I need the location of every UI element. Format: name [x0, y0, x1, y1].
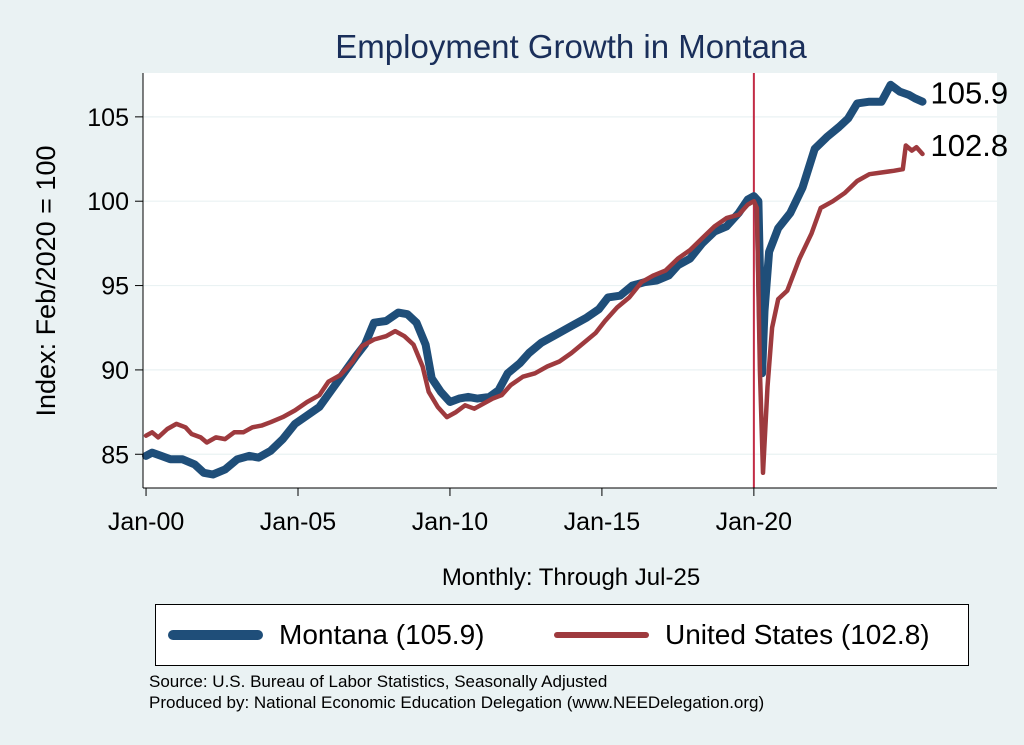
x-ticks: Jan-00 Jan-05 Jan-10 Jan-15 Jan-20: [108, 488, 792, 536]
legend-label-united-states: United States (102.8): [665, 619, 930, 650]
x-tick-label: Jan-20: [716, 508, 792, 536]
x-tick-label: Jan-15: [564, 508, 640, 536]
y-tick-label: 105: [87, 104, 129, 132]
series-group: [142, 80, 927, 479]
legend-swatch-united-states: [554, 632, 649, 638]
y-tick-label: 85: [101, 441, 129, 469]
chart-title: Employment Growth in Montana: [335, 28, 807, 65]
source-line: Source: U.S. Bureau of Labor Statistics,…: [149, 672, 608, 691]
x-tick-label: Jan-00: [108, 508, 184, 536]
source-note: Source: U.S. Bureau of Labor Statistics,…: [149, 671, 764, 713]
plot-area: [143, 73, 997, 488]
y-tick-label: 100: [87, 188, 129, 216]
series-line-united-states: [143, 143, 925, 476]
legend-item-united-states: United States (102.8): [554, 618, 930, 652]
y-tick-label: 95: [101, 273, 129, 301]
legend-swatch-montana: [168, 630, 263, 640]
produced-by-line: Produced by: National Economic Education…: [149, 693, 765, 712]
x-axis-label: Monthly: Through Jul-25: [442, 564, 700, 591]
chart: Employment Growth in Montana 85 90 95 100 10…: [31, 28, 1009, 591]
x-tick-label: Jan-05: [260, 508, 336, 536]
legend-item-montana: Montana (105.9): [168, 618, 484, 652]
legend-label-montana: Montana (105.9): [279, 619, 485, 650]
end-label-united-states: 102.8: [931, 128, 1009, 163]
legend: Montana (105.9) United States (102.8): [155, 604, 969, 666]
y-ticks: 85 90 95 100 105: [87, 104, 143, 469]
gridlines: [143, 116, 997, 455]
y-axis-label: Index: Feb/2020 = 100: [31, 146, 61, 417]
end-label-montana: 105.9: [931, 76, 1009, 111]
series-line-montana: [142, 80, 927, 479]
y-tick-label: 90: [101, 357, 129, 385]
end-labels: 105.9 102.8: [931, 76, 1009, 163]
x-tick-label: Jan-10: [412, 508, 488, 536]
